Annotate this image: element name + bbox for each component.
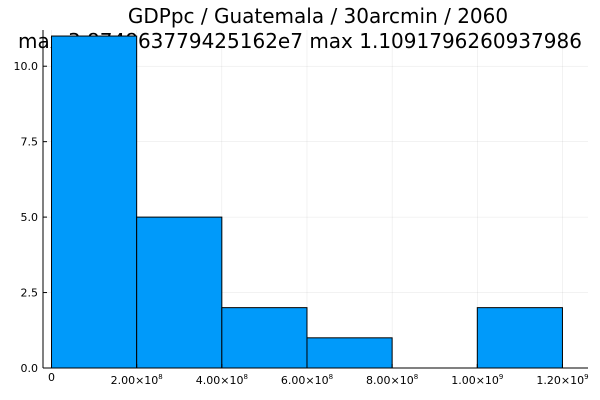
- y-tick-label: 10.0: [14, 60, 39, 73]
- y-tick-label: 0.0: [21, 362, 39, 375]
- histogram-bar-2: [221, 307, 308, 369]
- bars: [51, 35, 563, 369]
- y-tick-label: 7.5: [21, 136, 39, 149]
- axes: [42, 30, 588, 369]
- y-axis-ticks: 0.0 2.5 5.0 7.5 10.0: [14, 60, 47, 375]
- x-tick-label: 1.20×109: [536, 373, 588, 387]
- x-axis-ticks: 0 2.00×108 4.00×108 6.00×108 8.00×108 1.00×10…: [48, 364, 589, 387]
- x-tick-label: 2.00×108: [111, 373, 163, 387]
- x-tick-label: 0: [48, 371, 55, 384]
- histogram-bar-0: [51, 35, 138, 369]
- histogram-bar-1: [136, 216, 223, 369]
- y-tick-label: 5.0: [21, 211, 39, 224]
- x-tick-label: 6.00×108: [281, 373, 333, 387]
- x-tick-label: 4.00×108: [196, 373, 248, 387]
- x-tick-label: 8.00×108: [366, 373, 418, 387]
- x-tick-label: 1.00×109: [451, 373, 503, 387]
- y-tick-label: 2.5: [21, 287, 39, 300]
- histogram-bar-3: [306, 337, 393, 369]
- chart-title: GDPpc / Guatemala / 30arcmin / 2060: [128, 4, 508, 28]
- histogram-bar-5: [476, 307, 563, 369]
